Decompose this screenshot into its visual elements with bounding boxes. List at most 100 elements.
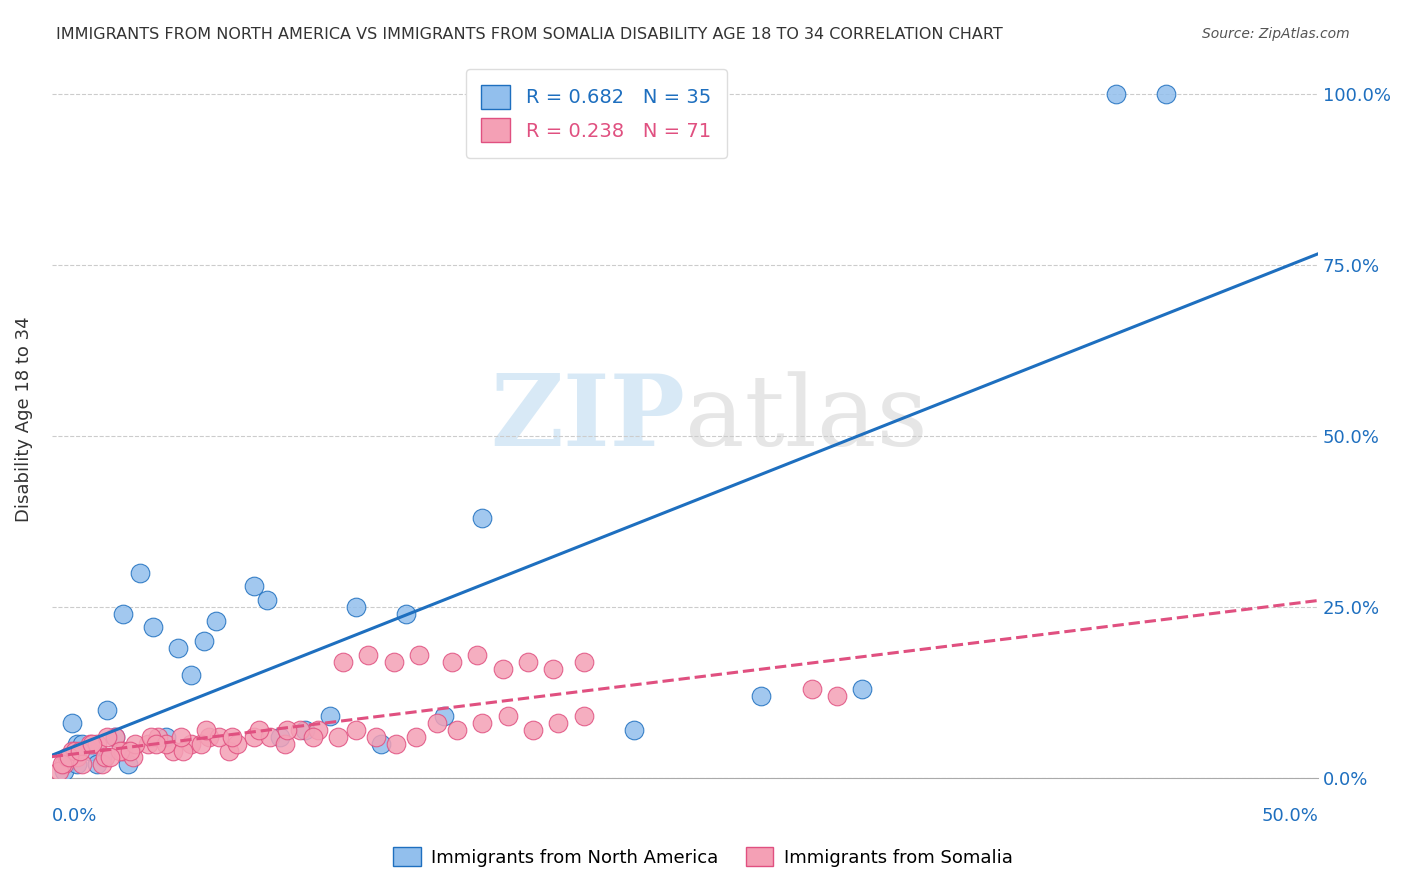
Point: [749, 689, 772, 703]
Point: [195, 723, 218, 738]
Point: [53, 757, 76, 772]
Point: [623, 723, 645, 738]
Point: [344, 599, 367, 614]
Point: [197, 730, 219, 744]
Point: [249, 723, 271, 738]
Point: [53, 764, 76, 779]
Point: [307, 723, 329, 738]
Point: [471, 716, 494, 731]
Point: [516, 655, 538, 669]
Point: [471, 511, 494, 525]
Point: [541, 661, 564, 675]
Point: [225, 737, 247, 751]
Point: [446, 723, 468, 738]
Point: [79, 737, 101, 751]
Point: [121, 750, 143, 764]
Point: [205, 614, 228, 628]
Point: [408, 648, 430, 662]
Point: [69, 744, 91, 758]
Point: [465, 648, 488, 662]
Point: [60, 744, 83, 758]
Text: ZIP: ZIP: [491, 370, 685, 467]
Point: [332, 655, 354, 669]
Point: [344, 723, 367, 738]
Point: [70, 757, 93, 772]
Point: [60, 716, 83, 731]
Point: [405, 730, 427, 744]
Point: [58, 750, 80, 764]
Point: [572, 655, 595, 669]
Point: [301, 730, 323, 744]
Point: [66, 737, 89, 751]
Point: [111, 607, 134, 621]
Point: [326, 730, 349, 744]
Point: [142, 620, 165, 634]
Point: [155, 730, 177, 744]
Point: [91, 757, 114, 772]
Point: [86, 757, 108, 772]
Point: [167, 640, 190, 655]
Point: [117, 757, 139, 772]
Point: [193, 634, 215, 648]
Point: [382, 655, 405, 669]
Point: [218, 744, 240, 758]
Point: [111, 744, 134, 758]
Point: [120, 744, 142, 758]
Point: [491, 661, 513, 675]
Point: [63, 744, 86, 758]
Point: [440, 655, 463, 669]
Text: 0.0%: 0.0%: [52, 806, 97, 825]
Point: [172, 744, 194, 758]
Point: [124, 737, 146, 751]
Point: [243, 579, 266, 593]
Point: [395, 607, 418, 621]
Legend: Immigrants from North America, Immigrants from Somalia: Immigrants from North America, Immigrant…: [387, 840, 1019, 874]
Point: [155, 737, 177, 751]
Point: [58, 750, 80, 764]
Point: [79, 744, 101, 758]
Point: [825, 689, 848, 703]
Point: [547, 716, 569, 731]
Point: [96, 703, 118, 717]
Point: [108, 744, 131, 758]
Point: [221, 730, 243, 744]
Point: [259, 730, 281, 744]
Point: [162, 744, 184, 758]
Point: [208, 730, 231, 744]
Point: [66, 757, 89, 772]
Point: [288, 723, 311, 738]
Point: [145, 737, 167, 751]
Point: [572, 709, 595, 723]
Point: [426, 716, 449, 731]
Point: [256, 593, 278, 607]
Legend: R = 0.682   N = 35, R = 0.238   N = 71: R = 0.682 N = 35, R = 0.238 N = 71: [465, 70, 727, 158]
Text: atlas: atlas: [685, 371, 928, 467]
Y-axis label: Disability Age 18 to 34: Disability Age 18 to 34: [15, 316, 32, 522]
Point: [1154, 87, 1177, 101]
Point: [319, 709, 342, 723]
Point: [51, 757, 73, 772]
Point: [522, 723, 544, 738]
Point: [139, 730, 162, 744]
Point: [385, 737, 408, 751]
Point: [357, 648, 380, 662]
Text: 50.0%: 50.0%: [1261, 806, 1319, 825]
Point: [70, 737, 93, 751]
Point: [364, 730, 387, 744]
Text: Source: ZipAtlas.com: Source: ZipAtlas.com: [1202, 27, 1350, 41]
Point: [86, 737, 108, 751]
Point: [104, 730, 127, 744]
Point: [370, 737, 392, 751]
Point: [146, 730, 169, 744]
Point: [294, 723, 316, 738]
Point: [190, 737, 212, 751]
Point: [98, 750, 121, 764]
Point: [66, 750, 89, 764]
Point: [48, 764, 70, 779]
Point: [851, 681, 873, 696]
Point: [433, 709, 456, 723]
Point: [82, 737, 104, 751]
Point: [170, 730, 193, 744]
Point: [56, 750, 79, 764]
Point: [94, 750, 117, 764]
